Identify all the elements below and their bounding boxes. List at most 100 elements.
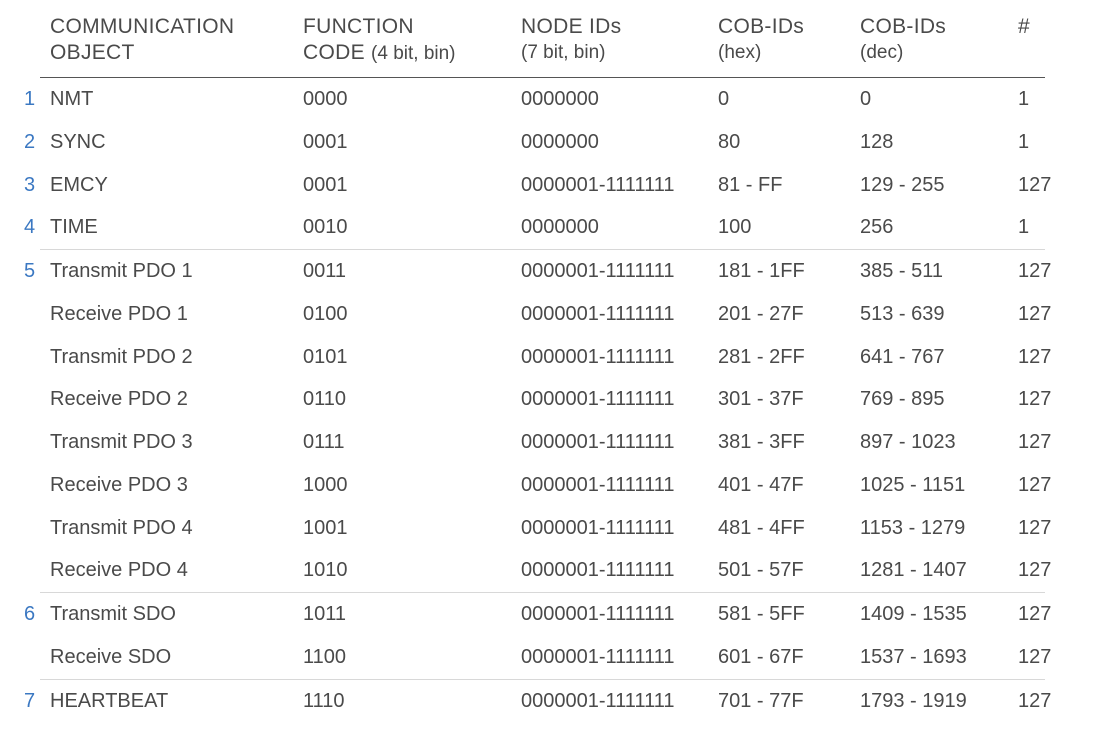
function-code: 0010 [303,216,348,239]
cob-id-hex: 401 - 47F [718,473,804,496]
function-code: 0100 [303,302,348,325]
node-ids: 0000001-1111111 [521,516,675,539]
group-number: 5 [24,260,36,282]
header-text: FUNCTION [303,15,414,38]
node-ids: 0000001-1111111 [521,603,675,625]
cob-id-hex: 100 [718,216,752,239]
cob-id-hex: 481 - 4FF [718,516,805,539]
table-row: 2 SYNC 0001 0000000 80 128 1 [0,121,1102,164]
object-name: Receive PDO 1 [50,302,188,325]
count: 127 [1018,388,1052,411]
node-ids: 0000001-1111111 [521,302,675,325]
function-code: 1110 [303,689,345,712]
object-name: Receive PDO 4 [50,559,188,582]
group-number: 6 [24,603,36,625]
header-text: COMMUNICATION [50,15,235,38]
cob-id-hex: 701 - 77F [718,689,804,712]
group-number: 7 [24,689,36,712]
count: 1 [1018,130,1030,153]
function-code: 1001 [303,516,348,539]
table-header: COMMUNICATION OBJECT FUNCTION CODE (4 bi… [40,14,1045,78]
function-code: 1100 [303,645,347,668]
table-row: 3 EMCY 0001 0000001-1111111 81 - FF 129 - 255… [0,164,1102,207]
cob-id-dec: 1537 - 1693 [860,645,967,668]
header-text: CODE [303,41,365,64]
header-text: COB-IDs [718,15,805,38]
cob-id-hex: 281 - 2FF [718,345,805,368]
cob-id-hex: 81 - FF [718,173,783,196]
table-row: Receive PDO 4 1010 0000001-1111111 501 - 57… [0,549,1102,592]
node-ids: 0000001-1111111 [521,260,675,282]
object-name: EMCY [50,173,108,196]
cob-id-hex: 201 - 27F [718,302,804,325]
object-name: Receive SDO [50,645,172,668]
function-code: 1011 [303,603,347,625]
cob-id-dec: 1281 - 1407 [860,559,967,582]
node-ids: 0000001-1111111 [521,345,675,368]
node-ids: 0000000 [521,216,599,239]
function-code: 1010 [303,559,348,582]
function-code: 0111 [303,431,345,453]
object-name: NMT [50,88,94,110]
table-row: Transmit PDO 3 0111 0000001-1111111 381 - 3… [0,421,1102,464]
cob-id-dec: 256 [860,216,894,239]
node-ids: 0000001-1111111 [521,173,675,196]
cob-id-hex: 581 - 5FF [718,603,805,625]
cob-id-dec: 385 - 511 [860,260,944,282]
group-number: 2 [24,130,36,153]
function-code: 0000 [303,88,348,110]
header-communication-object: COMMUNICATION OBJECT [50,14,234,66]
cob-id-hex: 381 - 3FF [718,431,805,453]
function-code: 0011 [303,260,347,282]
table-row: Receive PDO 2 0110 0000001-1111111 301 - 37… [0,378,1102,421]
header-function-code: FUNCTION CODE (4 bit, bin) [303,14,456,67]
count: 127 [1018,516,1052,539]
object-name: Transmit PDO 4 [50,516,193,539]
count: 1 [1018,216,1030,239]
object-name: TIME [50,216,98,239]
function-code: 0101 [303,345,348,368]
table-row: 6 Transmit SDO 1011 0000001-1111111 581 - 5F… [24,592,1051,636]
header-count: # [1018,15,1030,38]
header-cob-ids-dec: COB-IDs (dec) [860,14,946,66]
count: 127 [1018,260,1052,282]
object-name: Transmit PDO 3 [50,431,193,453]
table-body: 1 NMT 0000 0000000 0 0 1 2 SYNC 0001 0000000 80 128 1… [0,78,1102,722]
cob-id-dec: 897 - 1023 [860,431,956,453]
header-text: OBJECT [50,41,135,64]
node-ids: 0000001-1111111 [521,559,675,582]
table-row: Receive PDO 3 1000 0000001-1111111 401 - 47… [0,464,1102,507]
node-ids: 0000001-1111111 [521,645,675,668]
cob-id-hex: 181 - 1FF [718,260,805,282]
function-code: 1000 [303,473,348,496]
canopen-cob-id-table: COMMUNICATION OBJECT FUNCTION CODE (4 bi… [0,14,1102,722]
object-name: Receive PDO 3 [50,473,188,496]
table-row: 7 HEARTBEAT 1110 0000001-1111111 701 - 77F 17… [24,678,1051,723]
object-name: SYNC [50,130,106,153]
table-row: 5 Transmit PDO 1 0011 0000001-1111111 181 - … [24,249,1051,293]
group-number: 4 [24,216,36,239]
header-node-ids: NODE IDs (7 bit, bin) [521,14,621,66]
group-number: 1 [24,88,36,110]
cob-id-hex: 0 [718,88,730,110]
table-row: Transmit PDO 2 0101 0000001-1111111 281 - 2… [0,336,1102,379]
count: 127 [1018,431,1052,453]
count: 127 [1018,689,1052,712]
count: 127 [1018,473,1052,496]
cob-id-dec: 129 - 255 [860,173,945,196]
cob-id-dec: 1409 - 1535 [860,603,967,625]
node-ids: 0000001-1111111 [521,473,675,496]
cob-id-dec: 769 - 895 [860,388,945,411]
header-cob-ids-hex: COB-IDs (hex) [718,14,804,66]
table-row: 1 NMT 0000 0000000 0 0 1 [0,78,1102,121]
node-ids: 0000000 [521,88,599,110]
cob-id-dec: 1793 - 1919 [860,689,967,712]
cob-id-hex: 601 - 67F [718,645,804,668]
node-ids: 0000001-1111111 [521,431,675,453]
header-text: COB-IDs [860,15,947,38]
table-row: 4 TIME 0010 0000000 100 256 1 [0,206,1102,249]
cob-id-dec: 513 - 639 [860,302,945,325]
count: 127 [1018,173,1052,196]
group-number: 3 [24,173,36,196]
count: 127 [1018,645,1052,668]
